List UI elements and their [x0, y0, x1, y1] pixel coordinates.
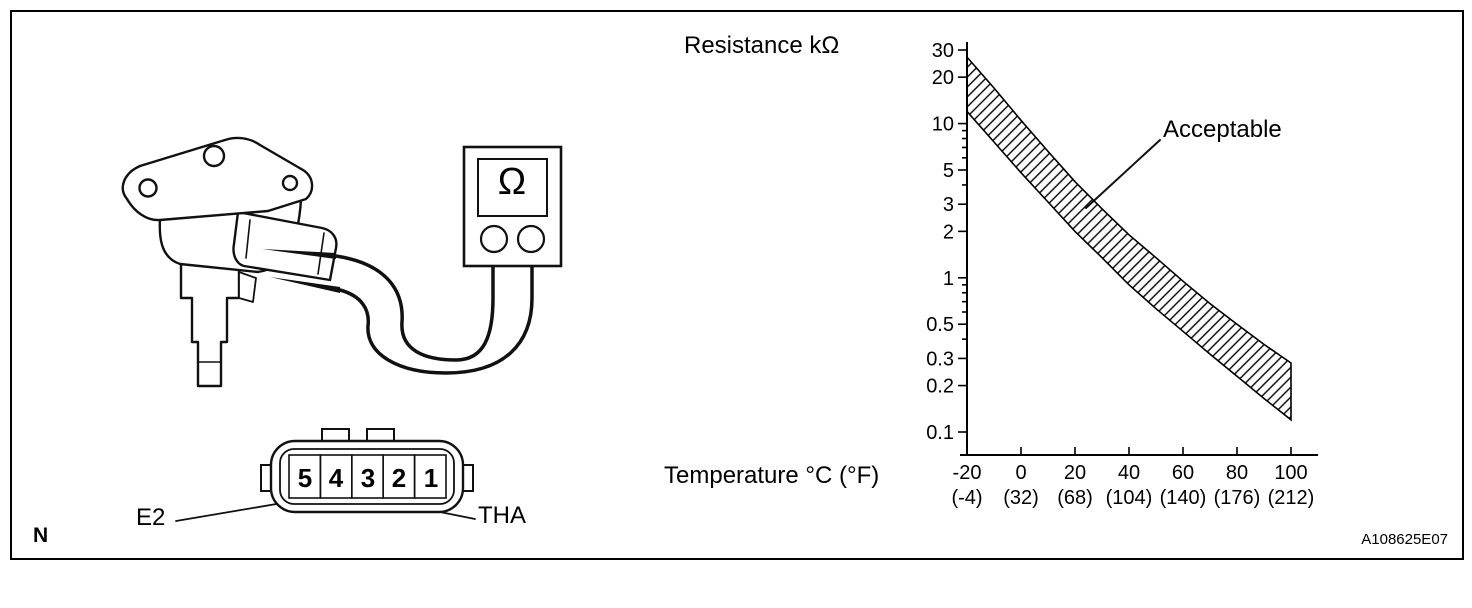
svg-text:20: 20: [1064, 462, 1086, 484]
e2-label: E2: [136, 504, 166, 531]
svg-text:40: 40: [1118, 462, 1140, 484]
ohmmeter-display: [477, 158, 548, 217]
figure-border: [10, 10, 1464, 560]
sensor-clip: [238, 271, 257, 303]
ohmmeter-terminal-right: [516, 224, 546, 254]
svg-text:0.3: 0.3: [926, 348, 954, 370]
test-lead-wire-left: [334, 251, 495, 362]
svg-text:80: 80: [1226, 462, 1248, 484]
svg-text:60: 60: [1172, 462, 1194, 484]
probe-needle-top: [262, 249, 336, 259]
pin-label-4: 4: [328, 463, 344, 493]
ohmmeter-terminal-left: [479, 224, 509, 254]
ohmmeter: [462, 145, 563, 268]
svg-text:0: 0: [1015, 462, 1026, 484]
svg-text:(104): (104): [1106, 487, 1153, 509]
svg-text:0.1: 0.1: [926, 422, 954, 444]
svg-text:2: 2: [943, 221, 954, 243]
chart-acceptable-band: [966, 54, 1292, 422]
pinout-inner-shell: [279, 448, 455, 505]
svg-text:0.2: 0.2: [926, 376, 954, 398]
pin-cell-1: [413, 454, 447, 499]
connector-pinout: [260, 428, 474, 514]
corner-mark: N: [33, 524, 49, 547]
svg-text:(140): (140): [1160, 487, 1207, 509]
chart-y-ticks: 30 20 10 5 3 2 1 0.5 0.3 0.2 0.1: [926, 40, 967, 444]
svg-text:10: 10: [932, 114, 954, 136]
sensor-flange: [121, 136, 314, 222]
svg-text:30: 30: [932, 40, 954, 62]
probe-needle-bottom: [270, 277, 340, 293]
test-lead-wires: [334, 251, 534, 375]
connector-housing-detail: [245, 219, 251, 259]
y-axis-title: Resistance kΩ: [684, 32, 840, 59]
pin-cells: [288, 454, 447, 499]
figure-code: A108625E07: [1361, 531, 1448, 548]
svg-text:(176): (176): [1214, 487, 1261, 509]
chart-x-ticks: -20 (-4) 0 (32) 20 (68) 40 (104) 60 (140) 80 (176) 1…: [951, 447, 1314, 509]
svg-text:(68): (68): [1057, 487, 1093, 509]
sensor-screw: [202, 144, 226, 168]
sensor-connector-housing: [232, 210, 338, 282]
pin-label-3: 3: [360, 463, 376, 493]
svg-text:20: 20: [932, 67, 954, 89]
pin-label-1: 1: [423, 463, 439, 493]
svg-text:(212): (212): [1268, 487, 1315, 509]
svg-text:(-4): (-4): [951, 487, 982, 509]
pin-label-5: 5: [297, 463, 313, 493]
svg-text:5: 5: [943, 160, 954, 182]
acceptable-label: Acceptable: [1163, 116, 1282, 143]
pin-label-2: 2: [391, 463, 407, 493]
svg-text:-20: -20: [953, 462, 982, 484]
flange-bolt-hole-right: [281, 174, 299, 192]
svg-text:100: 100: [1274, 462, 1307, 484]
test-probes: [262, 249, 340, 293]
svg-text:3: 3: [943, 194, 954, 216]
test-lead-wire-right: [338, 251, 534, 375]
ohm-symbol: Ω: [497, 161, 527, 203]
svg-text:1: 1: [943, 268, 954, 290]
x-axis-title: Temperature °C (°F): [664, 462, 880, 489]
svg-text:0.5: 0.5: [926, 314, 954, 336]
svg-text:(32): (32): [1003, 487, 1039, 509]
acceptable-leader-line: [1085, 139, 1161, 209]
maf-sensor-illustration: [121, 136, 338, 388]
tha-label: THA: [478, 502, 526, 529]
flange-bolt-hole-left: [138, 178, 158, 198]
